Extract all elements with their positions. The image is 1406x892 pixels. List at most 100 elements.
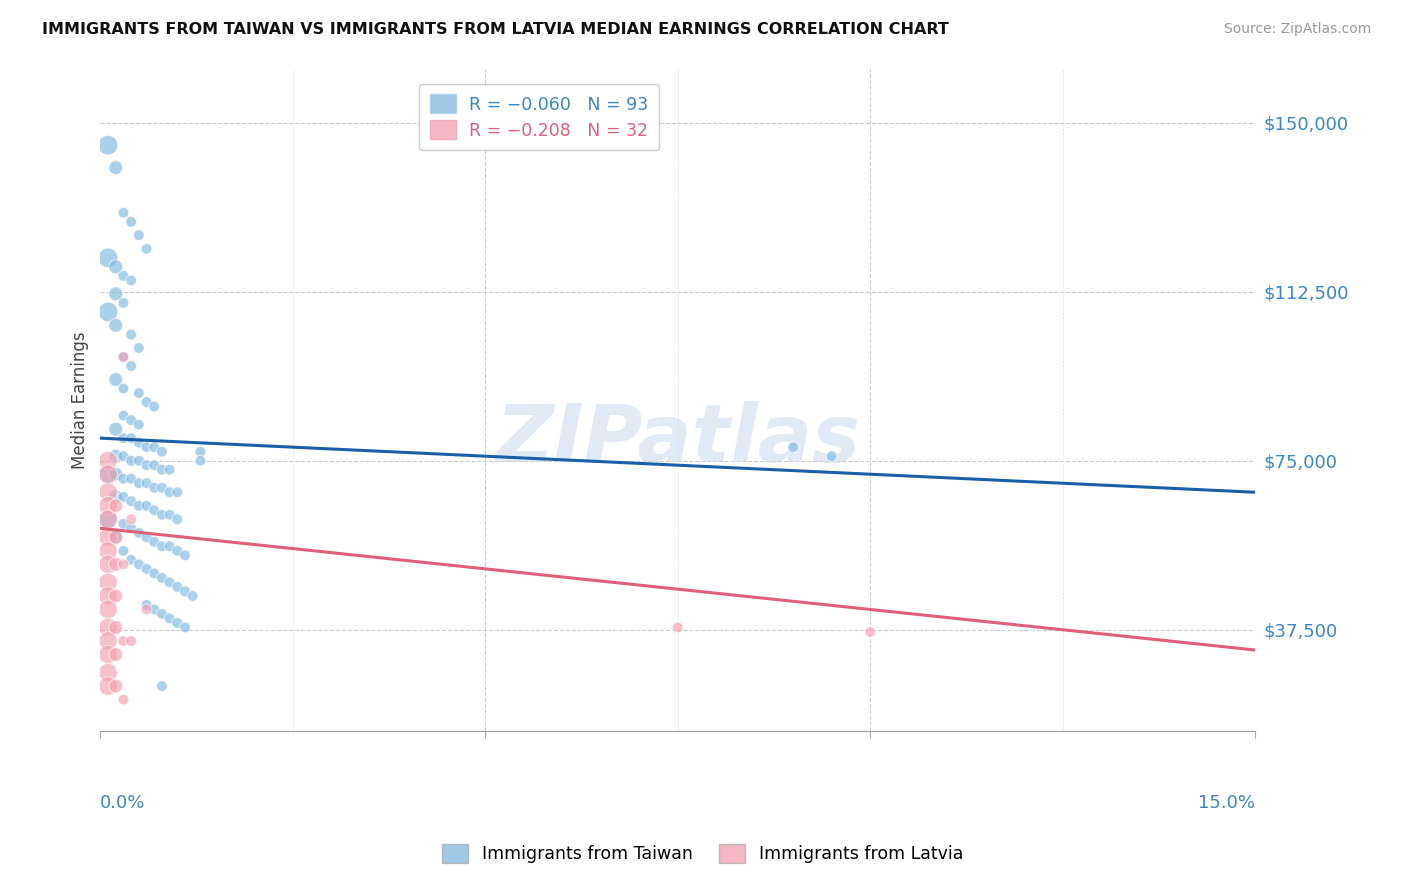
Point [97,251,120,265]
Point [135,395,157,409]
Point [120,413,142,427]
Point [97,575,120,590]
Point [104,449,127,463]
Point [135,602,157,616]
Point [128,453,150,467]
Point [166,544,188,558]
Point [112,409,135,423]
Legend: Immigrants from Taiwan, Immigrants from Latvia: Immigrants from Taiwan, Immigrants from … [436,837,970,870]
Point [97,665,120,680]
Point [104,373,127,387]
Point [135,598,157,612]
Point [97,602,120,616]
Point [135,242,157,256]
Point [97,305,120,319]
Point [97,679,120,693]
Point [120,359,142,373]
Legend: R = −0.060   N = 93, R = −0.208   N = 32: R = −0.060 N = 93, R = −0.208 N = 32 [419,84,659,150]
Point [128,417,150,432]
Point [104,490,127,504]
Point [97,467,120,482]
Point [120,494,142,508]
Point [143,440,166,454]
Point [97,589,120,603]
Point [97,530,120,544]
Point [120,431,142,445]
Point [128,499,150,513]
Point [159,611,181,625]
Point [143,534,166,549]
Point [104,679,127,693]
Point [166,580,188,594]
Point [135,458,157,473]
Point [104,558,127,572]
Point [120,327,142,342]
Point [128,558,150,572]
Point [120,521,142,535]
Point [104,161,127,175]
Point [104,530,127,544]
Point [181,589,204,603]
Point [112,431,135,445]
Point [120,512,142,526]
Point [112,490,135,504]
Point [128,435,150,450]
Point [128,386,150,401]
Y-axis label: Median Earnings: Median Earnings [72,331,89,468]
Point [120,634,142,648]
Point [97,453,120,467]
Point [112,350,135,364]
Point [150,679,173,693]
Point [143,481,166,495]
Point [104,589,127,603]
Point [159,575,181,590]
Point [97,485,120,500]
Point [97,558,120,572]
Point [120,553,142,567]
Point [97,499,120,513]
Point [112,558,135,572]
Point [104,648,127,662]
Point [104,499,127,513]
Point [112,268,135,283]
Point [112,634,135,648]
Point [112,449,135,463]
Point [112,472,135,486]
Point [143,566,166,581]
Point [104,530,127,544]
Text: ZIPatlas: ZIPatlas [495,401,860,479]
Point [104,620,127,634]
Point [150,607,173,621]
Point [143,400,166,414]
Point [104,260,127,274]
Point [112,516,135,531]
Point [159,539,181,553]
Point [190,444,212,458]
Point [174,620,197,634]
Point [174,549,197,563]
Point [190,453,212,467]
Point [97,512,120,526]
Point [128,476,150,491]
Point [143,458,166,473]
Text: 15.0%: 15.0% [1198,794,1256,813]
Point [135,499,157,513]
Point [128,525,150,540]
Point [135,530,157,544]
Point [150,571,173,585]
Point [120,472,142,486]
Point [150,508,173,522]
Point [128,228,150,243]
Point [150,444,173,458]
Point [135,562,157,576]
Point [112,206,135,220]
Point [782,440,804,454]
Point [97,648,120,662]
Point [166,485,188,500]
Point [120,273,142,287]
Point [166,512,188,526]
Point [120,215,142,229]
Point [666,620,689,634]
Text: 0.0%: 0.0% [100,794,146,813]
Point [97,467,120,482]
